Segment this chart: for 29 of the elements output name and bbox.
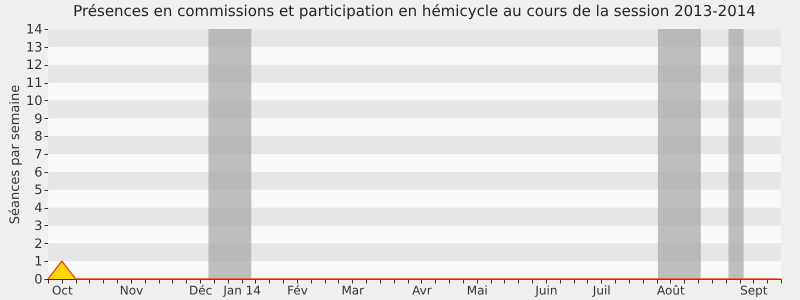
y-tick-label: 13	[26, 40, 42, 56]
y-axis-title: Séances par semaine	[8, 84, 23, 224]
y-tick-label: 14	[26, 22, 42, 38]
x-tick-label: Août	[657, 284, 685, 298]
y-tick-label: 8	[34, 130, 42, 145]
x-tick-label: Sept	[740, 284, 768, 298]
chart-title: Présences en commissions et participation en hémicycle au cours de la session 2013-2014	[73, 2, 756, 20]
y-tick-label: 0	[34, 272, 42, 288]
x-tick-label: Déc	[189, 284, 212, 298]
y-tick-label: 7	[34, 148, 42, 162]
x-tick-label: Mai	[466, 284, 488, 298]
y-tick-label: 9	[34, 112, 42, 127]
x-tick-label: Jan 14	[222, 284, 261, 298]
x-tick-label: Fév	[287, 284, 308, 298]
y-tick-label: 2	[34, 236, 42, 252]
y-tick-label: 11	[26, 76, 42, 92]
y-tick-label: 12	[26, 58, 42, 74]
x-tick-label: Oct	[52, 284, 73, 298]
x-tick-label: Mar	[341, 284, 364, 298]
y-tick-label: 3	[34, 218, 42, 234]
x-tick-label: Juil	[592, 284, 611, 298]
y-tick-label: 4	[34, 201, 42, 216]
y-tick-label: 1	[34, 254, 42, 270]
y-tick-label: 10	[26, 94, 42, 109]
y-tick-label: 6	[34, 165, 42, 180]
y-tick-label: 5	[34, 183, 42, 198]
x-tick-label: Juin	[534, 284, 558, 298]
x-tick-label: Avr	[412, 284, 432, 298]
x-tick-label: Nov	[120, 284, 144, 298]
